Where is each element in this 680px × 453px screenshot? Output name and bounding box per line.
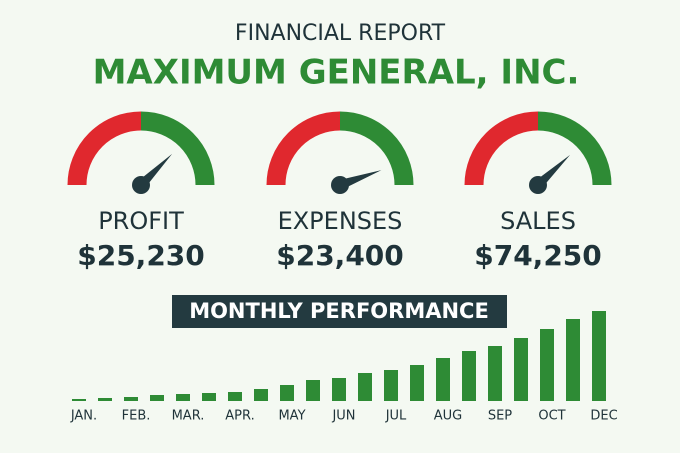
x-tick-label: JUN (331, 409, 355, 424)
bar (384, 370, 398, 401)
gauge-hub (331, 176, 349, 194)
x-tick-label: APR. (225, 409, 254, 424)
gauge-red (266, 111, 341, 186)
bar (488, 346, 502, 401)
title: MAXIMUM GENERAL, INC. (93, 53, 580, 93)
kpi-label: PROFIT (98, 207, 184, 235)
bar (280, 385, 294, 401)
bar (72, 399, 86, 401)
bar (436, 358, 450, 401)
gauge-green (140, 111, 215, 186)
gauge-red (67, 111, 142, 186)
kpi-value: $23,400 (276, 239, 404, 272)
gauge-needle (338, 170, 382, 190)
bar (306, 380, 320, 401)
bar (540, 329, 554, 401)
gauge-green (537, 111, 612, 186)
bar (124, 397, 138, 401)
kpi-value: $25,230 (77, 239, 205, 272)
bar (332, 378, 346, 401)
kpi-label: EXPENSES (278, 207, 403, 235)
bar (358, 373, 372, 401)
kpi-value: $74,250 (474, 239, 602, 272)
bar (98, 398, 112, 401)
bar (514, 338, 528, 401)
x-tick-label: MAY (278, 409, 305, 424)
bar (566, 319, 580, 401)
gauge-green (339, 111, 414, 186)
bar (592, 311, 606, 401)
bar (254, 389, 268, 401)
x-tick-label: JUL (385, 409, 407, 424)
x-tick-label: DEC (590, 409, 617, 424)
x-tick-label: JAN. (70, 409, 97, 424)
gauge-hub (132, 176, 150, 194)
x-tick-label: SEP (488, 409, 512, 424)
x-tick-label: FEB. (122, 409, 151, 424)
bar (228, 392, 242, 401)
chart-title-box (172, 295, 507, 328)
kicker: FINANCIAL REPORT (235, 21, 446, 46)
chart-title: MONTHLY PERFORMANCE (189, 299, 489, 323)
x-tick-label: OCT (538, 409, 565, 424)
bar (202, 393, 216, 401)
x-tick-label: MAR. (172, 409, 205, 424)
x-tick-label: AUG (434, 409, 462, 424)
kpi-label: SALES (500, 207, 576, 235)
bar (410, 365, 424, 401)
bar (176, 394, 190, 401)
gauge-hub (529, 176, 547, 194)
gauge-red (464, 111, 539, 186)
bar (462, 351, 476, 401)
bar (150, 395, 164, 401)
